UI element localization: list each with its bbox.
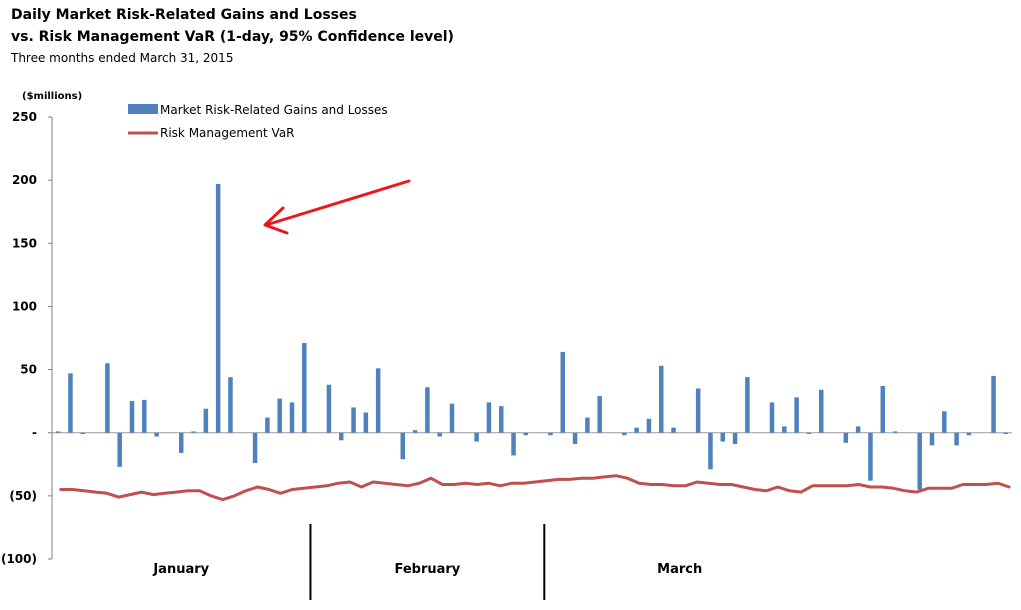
y-tick-label: 50 bbox=[20, 363, 37, 377]
bar-gain-loss bbox=[178, 432, 184, 453]
bar-gain-loss bbox=[855, 426, 861, 433]
month-label-january: January bbox=[152, 562, 209, 577]
y-tick-label: (50) bbox=[9, 489, 37, 503]
y-tick-label: 100 bbox=[12, 299, 37, 313]
bar-gain-loss bbox=[474, 432, 479, 442]
bar-gain-loss bbox=[142, 399, 147, 433]
y-axis-label: ($millions) bbox=[22, 91, 82, 102]
legend-swatch-bars bbox=[128, 104, 158, 114]
bar-gain-loss bbox=[646, 418, 652, 433]
bar-gain-loss bbox=[228, 377, 233, 433]
bar-gain-loss bbox=[929, 432, 935, 446]
bar-gain-loss bbox=[658, 365, 664, 433]
bar-gain-loss bbox=[302, 343, 307, 433]
bar-gain-loss bbox=[523, 432, 529, 436]
bar-gain-loss bbox=[671, 427, 676, 433]
bar-gain-loss bbox=[843, 432, 849, 443]
month-label-march: March bbox=[657, 562, 702, 577]
annotation-arrow-shaft bbox=[264, 179, 411, 227]
bar-gain-loss bbox=[277, 398, 282, 433]
bar-gain-loss bbox=[265, 417, 270, 433]
bar-gain-loss bbox=[966, 432, 972, 436]
bar-gain-loss bbox=[560, 351, 566, 433]
bar-gain-loss bbox=[105, 363, 110, 433]
bar-gain-loss bbox=[572, 432, 578, 445]
chart-subtitle: Three months ended March 31, 2015 bbox=[11, 51, 234, 65]
bar-gain-loss bbox=[880, 385, 886, 433]
annotation-arrow-head bbox=[263, 206, 289, 235]
bar-gain-loss bbox=[942, 411, 947, 433]
bar-gain-loss bbox=[745, 377, 750, 433]
bar-gain-loss bbox=[425, 387, 430, 433]
bar-gain-loss bbox=[326, 384, 332, 433]
bar-gain-loss bbox=[720, 432, 726, 442]
chart-title-line-2: vs. Risk Management VaR (1-day, 95% Conf… bbox=[11, 29, 454, 45]
bar-gain-loss bbox=[154, 432, 159, 437]
bar-gain-loss bbox=[215, 183, 221, 433]
y-tick-label: - bbox=[32, 426, 37, 440]
bar-gain-loss bbox=[486, 402, 492, 433]
bar-gain-loss bbox=[732, 432, 738, 445]
bar-gain-loss bbox=[622, 432, 627, 436]
bar-gain-loss bbox=[769, 402, 775, 433]
bar-gain-loss bbox=[892, 431, 898, 433]
bar-gain-loss bbox=[806, 432, 812, 434]
bar-gain-loss bbox=[191, 431, 196, 433]
y-tick-label: 150 bbox=[12, 236, 37, 250]
month-label-february: February bbox=[394, 562, 460, 577]
y-tick-label: 250 bbox=[12, 110, 37, 124]
bar-gain-loss bbox=[289, 402, 295, 433]
bar-gain-loss bbox=[498, 406, 504, 433]
bar-gain-loss bbox=[129, 401, 135, 433]
bar-gain-loss bbox=[511, 432, 516, 456]
bar-gain-loss bbox=[117, 432, 122, 467]
bar-gain-loss bbox=[782, 426, 787, 433]
bar-gain-loss bbox=[338, 432, 344, 441]
y-tick-label: (100) bbox=[1, 552, 37, 566]
legend-label-bars: Market Risk-Related Gains and Losses bbox=[160, 103, 388, 117]
chart-title-line-1: Daily Market Risk-Related Gains and Loss… bbox=[11, 7, 357, 23]
bar-gain-loss bbox=[585, 417, 590, 433]
bar-gain-loss bbox=[203, 408, 209, 433]
bar-gain-loss bbox=[437, 432, 442, 437]
bar-gain-loss bbox=[695, 388, 701, 433]
y-tick-label: 200 bbox=[12, 173, 37, 187]
legend-label-line: Risk Management VaR bbox=[160, 126, 295, 140]
bar-gain-loss bbox=[868, 432, 873, 481]
bar-gain-loss bbox=[412, 430, 418, 433]
bar-gain-loss bbox=[55, 431, 61, 433]
bar-gain-loss bbox=[80, 432, 86, 434]
bar-gain-loss bbox=[351, 407, 356, 433]
bar-gain-loss bbox=[252, 432, 258, 464]
bar-gain-loss bbox=[634, 427, 639, 433]
bar-gain-loss bbox=[68, 373, 73, 433]
bar-gain-loss bbox=[991, 375, 996, 433]
bar-gain-loss bbox=[363, 412, 369, 433]
bar-gain-loss bbox=[1003, 432, 1009, 434]
var-line bbox=[59, 474, 1011, 502]
bar-gain-loss bbox=[597, 396, 602, 433]
bar-gain-loss bbox=[794, 397, 799, 433]
bar-gain-loss bbox=[375, 368, 381, 433]
bar-gain-loss bbox=[818, 389, 824, 433]
bar-gain-loss bbox=[708, 432, 713, 470]
bar-gain-loss bbox=[400, 432, 406, 460]
bar-gain-loss bbox=[917, 432, 922, 490]
bar-gain-loss bbox=[954, 432, 959, 446]
bar-gain-loss bbox=[449, 403, 455, 433]
bar-gain-loss bbox=[548, 432, 553, 436]
